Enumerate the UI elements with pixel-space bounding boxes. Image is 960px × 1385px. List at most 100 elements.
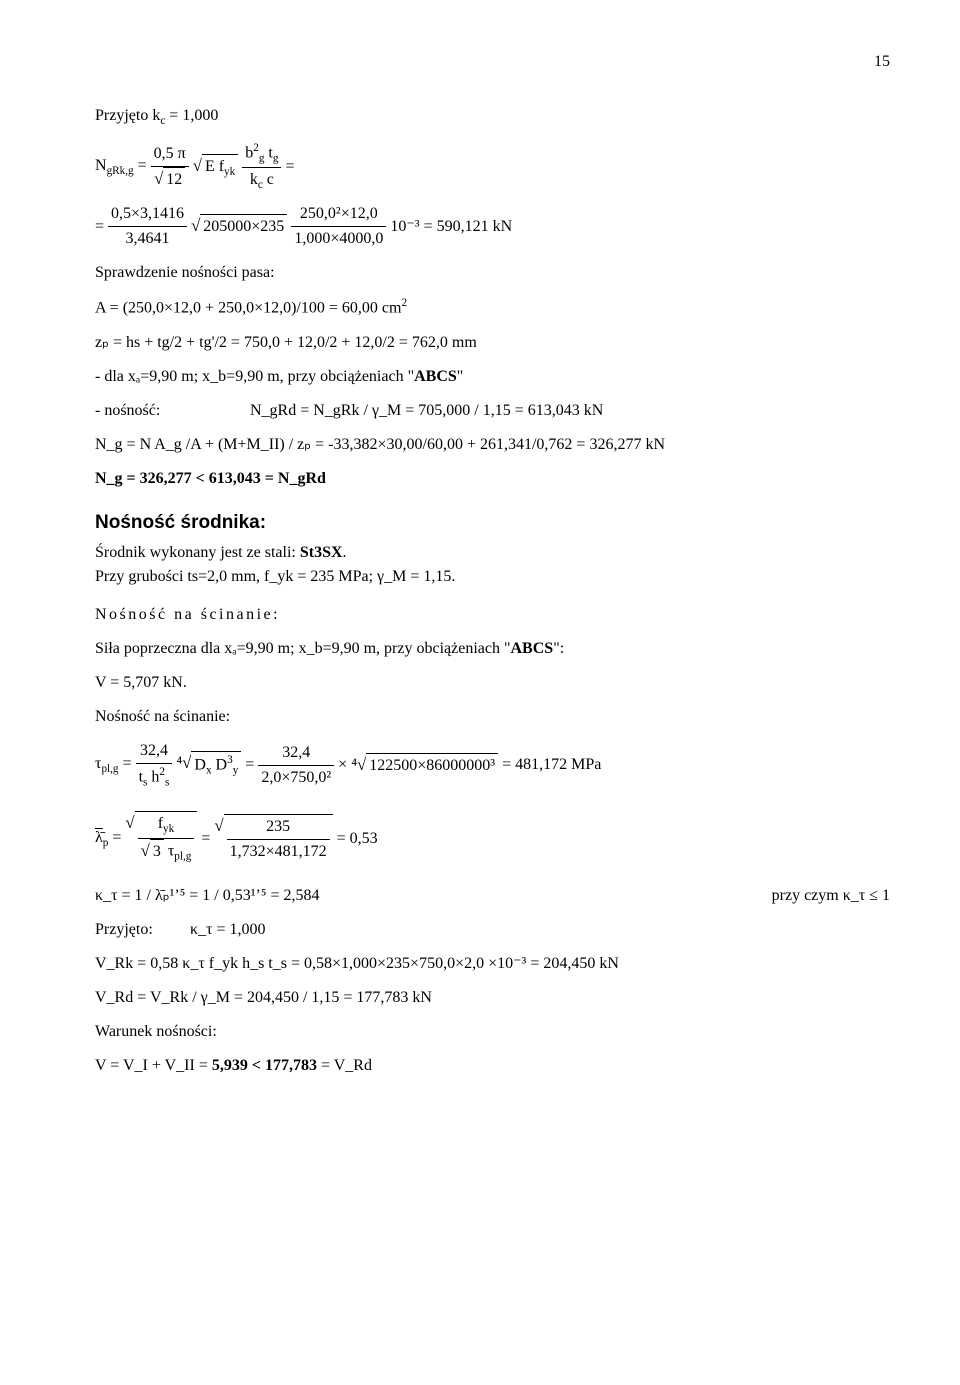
warunek: Warunek nośności: (95, 1020, 890, 1044)
n: fyk (138, 812, 195, 839)
mul: × (338, 753, 347, 777)
v: 3 (150, 839, 164, 864)
n: 32,4 (136, 739, 173, 764)
t2: = V_Rd (317, 1057, 372, 1074)
pre: = (95, 215, 104, 239)
t: c (263, 171, 274, 188)
t: t (264, 144, 272, 161)
sqrt2: 235 1,732×481,172 (214, 814, 332, 864)
eq-tau: τpl,g = 32,4 ts h2s Dx D3y = 32,4 2,0×75… (95, 739, 890, 791)
b: ABCS (511, 640, 554, 657)
den: 12 (151, 167, 189, 192)
v: Dx D3y (191, 751, 241, 779)
t: V = V_I + V_II = (95, 1057, 212, 1074)
lhs: λ̄p = (95, 826, 121, 852)
sub: g (273, 153, 279, 165)
eq-ngrk: NgRk,g = 0,5 π 12 E fyk b2g tg kc c = (95, 140, 890, 194)
num: 0,5 π (151, 142, 189, 167)
final-line: V = V_I + V_II = 5,939 < 177,783 = V_Rd (95, 1054, 890, 1078)
f2: 235 1,732×481,172 (227, 815, 330, 864)
t: = (134, 157, 147, 174)
lhs: τpl,g = (95, 752, 132, 778)
tail: = 481,172 MPa (502, 753, 601, 777)
f2: 32,4 2,0×750,0² (258, 741, 334, 790)
d: 1,732×481,172 (227, 840, 330, 864)
sqrt: 12 (154, 167, 185, 192)
a-line: A = (250,0×12,0 + 250,0×12,0)/100 = 60,0… (95, 295, 890, 320)
root4b: 122500×86000000³ (351, 753, 498, 778)
v: 235 1,732×481,172 (224, 814, 333, 864)
nosnosc-row: - nośność: N_gRd = N_gRk / γ_M = 705,000… (95, 399, 890, 423)
sqrt-ef: E fyk (193, 154, 239, 181)
tail: = (285, 155, 294, 179)
d: 2,0×750,0² (258, 766, 334, 790)
t: τ (164, 843, 174, 860)
sup: 2 (401, 297, 407, 309)
lhs: NgRk,g = (95, 154, 147, 180)
n: 250,0²×12,0 (291, 202, 386, 227)
t: k (250, 171, 258, 188)
t: - dla xₐ=9,90 m; x_b=9,90 m, przy obciąż… (95, 368, 408, 385)
v: 12 (163, 167, 185, 192)
f1: fyk 3 τpl,g (138, 812, 195, 865)
ng-line2: N_g = 326,277 < 613,043 = N_gRd (95, 467, 890, 491)
vrk-line: V_Rk = 0,58 κ_τ f_yk h_s t_s = 0,58×1,00… (95, 952, 890, 976)
v: 205000×235 (200, 214, 287, 239)
tail: 10⁻³ = 590,121 kN (390, 215, 512, 239)
s: pl,g (174, 851, 191, 863)
v: 122500×86000000³ (366, 753, 498, 778)
den: kc c (242, 168, 281, 194)
d: 3,4641 (108, 227, 187, 251)
tail: = 0,53 (337, 827, 378, 851)
shear-title: Nośność na ścinanie: (95, 603, 890, 627)
s: gRk,g (107, 165, 134, 177)
s: yk (224, 166, 235, 178)
f2: 250,0²×12,0 1,000×4000,0 (291, 202, 386, 251)
inner: 3 (141, 839, 164, 864)
label: Przyjęto: (95, 918, 190, 942)
check-heading: Sprawdzenie nośności pasa: (95, 261, 890, 285)
przyjeto-row: Przyjęto: κ_τ = 1,000 (95, 918, 890, 942)
mid: = (245, 753, 254, 777)
b: 5,939 < 177,783 (212, 1057, 317, 1074)
t: Siła poprzeczna dla xₐ=9,90 m; x_b=9,90 … (95, 640, 504, 657)
d: 1,000×4000,0 (291, 227, 386, 251)
mid: = (201, 827, 210, 851)
page-number: 15 (95, 50, 890, 74)
right: przy czym κ_τ ≤ 1 (772, 884, 890, 908)
b: St3SX (300, 544, 343, 561)
n: 32,4 (258, 741, 334, 766)
sqrt: 205000×235 (191, 214, 287, 239)
val: κ_τ = 1,000 (190, 918, 266, 942)
t: N (95, 157, 107, 174)
t: D (194, 756, 206, 773)
t: = (119, 755, 132, 772)
f1: 32,4 ts h2s (136, 739, 173, 791)
t: A = (250,0×12,0 + 250,0×12,0)/100 = 60,0… (95, 300, 401, 317)
t: E f (205, 158, 224, 175)
eq-lambda: λ̄p = fyk 3 τpl,g = 235 1,732×481,172 = … (95, 811, 890, 865)
t2: : (560, 640, 564, 657)
dla-line: - dla xₐ=9,90 m; x_b=9,90 m, przy obciąż… (95, 365, 890, 389)
f1: 0,5×3,1416 3,4641 (108, 202, 187, 251)
v: E fyk (202, 154, 238, 181)
val: N_gRd = N_gRk / γ_M = 705,000 / 1,15 = 6… (250, 399, 603, 423)
n: 0,5×3,1416 (108, 202, 187, 227)
label: - nośność: (95, 399, 250, 423)
eq-ngrk-num: = 0,5×3,1416 3,4641 205000×235 250,0²×12… (95, 202, 890, 251)
line-kc: Przyjęto kc = 1,000 (95, 104, 890, 130)
v: fyk 3 τpl,g (135, 811, 198, 865)
s: pl,g (101, 763, 118, 775)
s: s (165, 777, 169, 789)
section-srodnik: Nośność środnika: (95, 509, 890, 538)
frac1: 0,5 π 12 (151, 142, 189, 192)
t: = (108, 829, 121, 846)
t: D (212, 756, 228, 773)
t: . (343, 544, 347, 561)
ng-line1: N_g = N A_g /A + (M+M_II) / zₚ = -33,382… (95, 433, 890, 457)
d: 3 τpl,g (138, 839, 195, 865)
shear-cap: Nośność na ścinanie: (95, 705, 890, 729)
srodnik-p2: Przy grubości ts=2,0 mm, f_yk = 235 MPa;… (95, 565, 890, 589)
frac2: b2g tg kc c (242, 140, 281, 194)
srodnik-p1: Środnik wykonany jest ze stali: St3SX. (95, 541, 890, 565)
